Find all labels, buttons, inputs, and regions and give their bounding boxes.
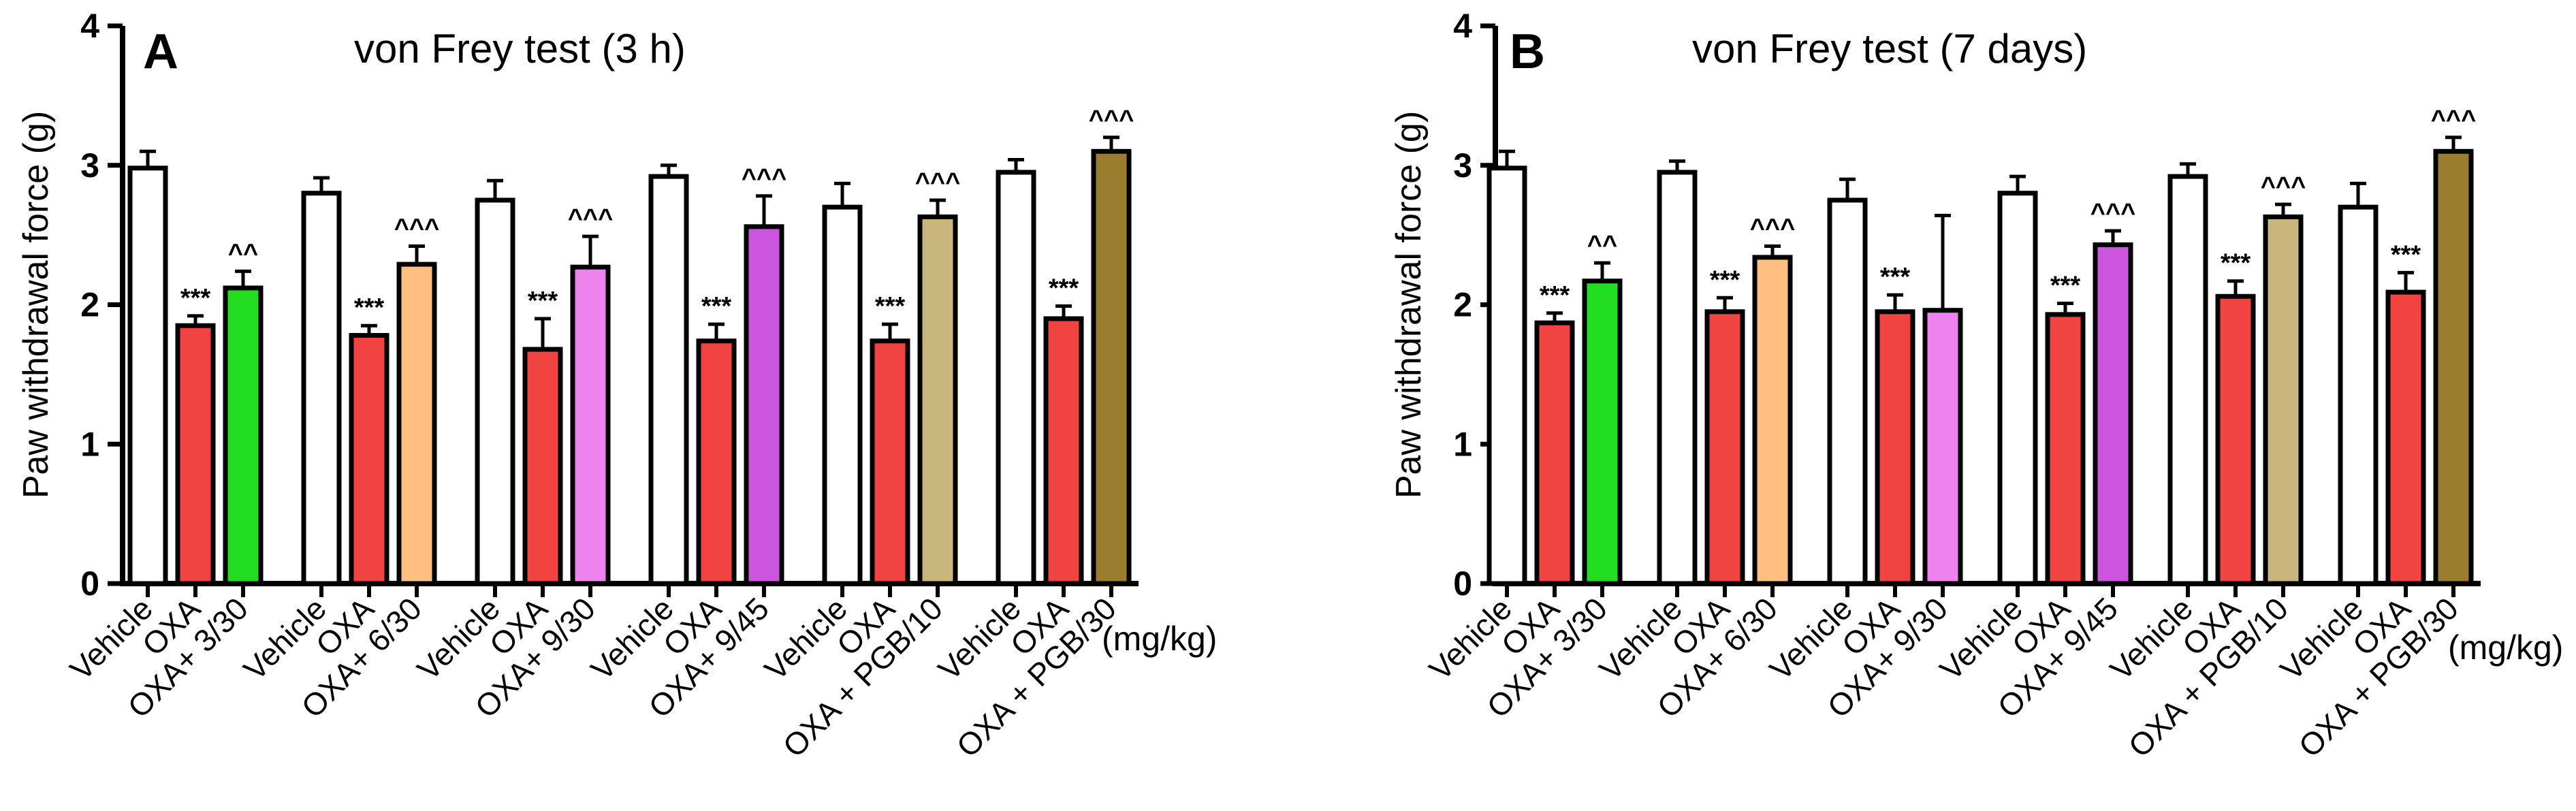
significance-label: ^^^	[2090, 199, 2136, 227]
significance-label: ***	[1049, 274, 1079, 303]
bar	[648, 174, 689, 586]
significance-label: ***	[701, 292, 732, 321]
significance-label: ^^^	[1089, 106, 1134, 134]
significance-label: ***	[2221, 249, 2251, 278]
panel-a: 0 1 2 3 4 Paw withdrawal force (g) A von Frey t…	[16, 7, 1217, 764]
y-tick-label: 2	[80, 286, 99, 324]
bar	[1997, 191, 2038, 586]
panel-letter: A	[143, 25, 178, 79]
bar	[1922, 308, 1963, 586]
bar	[1582, 279, 1623, 586]
bar	[1752, 255, 1793, 586]
bar	[2338, 204, 2379, 586]
bar	[2167, 174, 2208, 586]
significance-label: ^^	[1587, 231, 1617, 259]
y-tick-label: 1	[1453, 425, 1472, 463]
bar	[1043, 316, 1084, 586]
unit-label: (mg/kg)	[2448, 629, 2563, 667]
bar	[127, 165, 168, 586]
bar	[2263, 214, 2304, 586]
bar	[396, 261, 437, 586]
significance-label: ***	[1710, 266, 1740, 294]
significance-label: ***	[2050, 271, 2081, 300]
y-tick-label: 3	[1453, 146, 1472, 185]
bar	[2433, 148, 2474, 586]
y-tick-label: 4	[1453, 7, 1472, 45]
bar	[1704, 309, 1745, 586]
y-tick-label: 0	[80, 564, 99, 603]
bar	[349, 333, 389, 586]
significance-label: ^^^	[2431, 106, 2477, 134]
bar	[822, 204, 863, 586]
bar	[175, 323, 216, 586]
bar	[2385, 289, 2426, 586]
bar	[1486, 165, 1527, 586]
bar	[1534, 320, 1575, 586]
y-tick-label: 3	[80, 146, 99, 185]
bar	[475, 197, 515, 586]
bar	[744, 224, 784, 586]
bar	[301, 191, 342, 586]
bar	[1657, 170, 1698, 586]
significance-label: ^^^	[742, 164, 787, 193]
significance-label: ^^^	[568, 204, 614, 233]
chart-title: von Frey test (7 days)	[1692, 26, 2087, 71]
y-tick-label: 1	[80, 425, 99, 463]
bar	[223, 285, 264, 586]
bar	[1827, 197, 1868, 586]
significance-label: ***	[1880, 263, 1911, 291]
y-tick-label: 0	[1453, 564, 1472, 603]
significance-label: ^^^	[394, 214, 440, 243]
bar	[2093, 242, 2133, 586]
y-axis-label: Paw withdrawal force (g)	[16, 111, 56, 498]
bar	[1875, 309, 1915, 586]
chart-title: von Frey test (3 h)	[354, 26, 686, 71]
bar	[996, 170, 1036, 586]
bar	[522, 347, 563, 586]
significance-label: ***	[354, 293, 385, 322]
bar	[2215, 293, 2256, 586]
bar	[696, 338, 737, 586]
significance-label: ***	[2391, 240, 2421, 269]
y-axis-label: Paw withdrawal force (g)	[1389, 111, 1429, 498]
unit-label: (mg/kg)	[1102, 620, 1217, 658]
bar	[2045, 312, 2086, 586]
bar	[917, 214, 958, 586]
bar	[870, 338, 910, 586]
significance-label: ***	[180, 284, 211, 313]
panel-b: 0 1 2 3 4 Paw withdrawal force (g) B von Frey t…	[1389, 7, 2563, 764]
significance-label: ^^^	[915, 168, 961, 197]
significance-label: ***	[528, 287, 558, 315]
y-tick-label: 4	[80, 7, 99, 45]
y-tick-label: 2	[1453, 286, 1472, 324]
significance-label: ***	[875, 292, 906, 321]
significance-label: ***	[1540, 281, 1570, 310]
bar	[570, 264, 611, 586]
significance-label: ^^^	[1750, 214, 1796, 243]
bar	[1091, 148, 1132, 586]
panel-letter: B	[1510, 25, 1545, 79]
significance-label: ^^^	[2261, 172, 2306, 201]
significance-label: ^^	[228, 239, 258, 268]
